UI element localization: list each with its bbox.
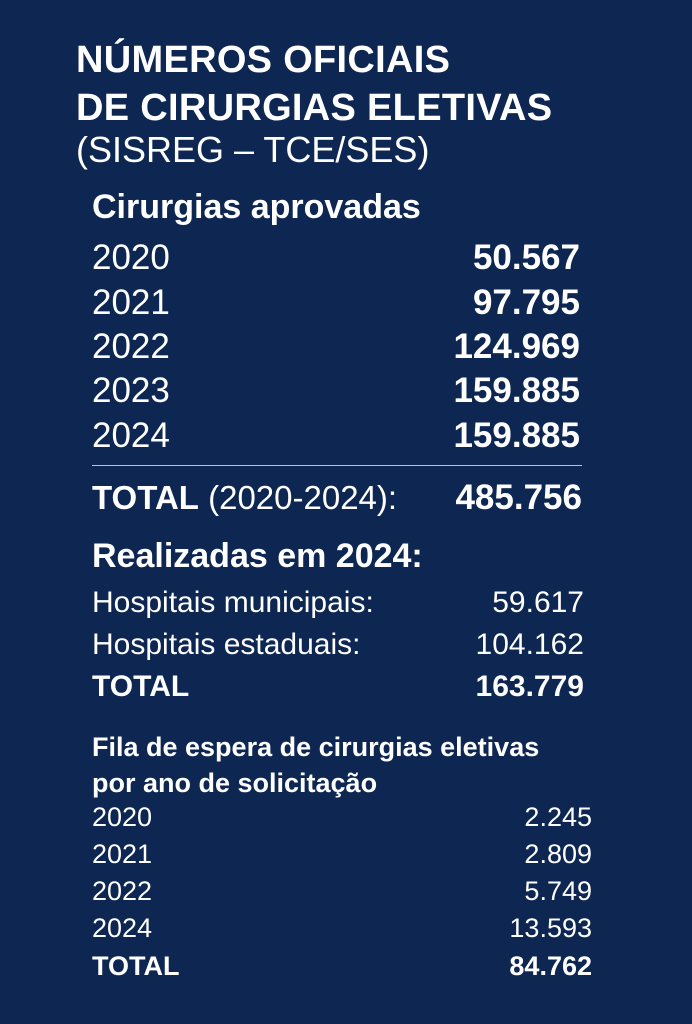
row-year: 2024 [92, 913, 153, 943]
total-label: TOTAL [92, 951, 180, 981]
row-value: 5.749 [524, 876, 592, 906]
table-row: 2020 50.567 [92, 238, 580, 278]
row-year: 2020 [92, 238, 170, 277]
row-value: 2.245 [524, 802, 592, 832]
fila-heading-line-1: Fila de espera de cirurgias eletivas [92, 732, 540, 762]
table-row: 2020 2.245 [92, 802, 592, 833]
table-row: 2021 2.809 [92, 839, 592, 870]
divider [92, 465, 582, 466]
row-year: 2021 [92, 839, 153, 869]
table-row: 2022 5.749 [92, 876, 592, 907]
table-row: Hospitais estaduais: 104.162 [92, 628, 584, 662]
table-row: 2024 159.885 [92, 416, 580, 456]
row-year: 2022 [92, 327, 170, 366]
row-year: 2020 [92, 802, 153, 832]
row-value: 13.593 [509, 913, 592, 943]
total-label: TOTAL [92, 670, 190, 703]
row-value: 2.809 [524, 839, 592, 869]
row-year: 2022 [92, 876, 153, 906]
total-period: (2020-2024): [208, 479, 398, 516]
row-year: 2021 [92, 283, 170, 322]
total-value: 84.762 [509, 951, 592, 981]
section-heading-aprovadas: Cirurgias aprovadas [92, 188, 421, 226]
row-value: 50.567 [472, 238, 580, 277]
title-line-2: DE CIRURGIAS ELETIVAS [76, 87, 553, 129]
table-row: Hospitais municipais: 59.617 [92, 586, 584, 620]
row-value: 104.162 [475, 628, 584, 661]
row-value: 159.885 [453, 416, 580, 455]
page-subtitle: (SISREG – TCE/SES) [76, 129, 430, 170]
total-value: 163.779 [475, 670, 584, 703]
section-heading-realizadas: Realizadas em 2024: [92, 537, 423, 575]
total-row-fila: TOTAL 84.762 [92, 951, 592, 982]
title-line-1: NÚMEROS OFICIAIS [76, 39, 451, 81]
table-row: 2023 159.885 [92, 371, 580, 411]
row-label: Hospitais estaduais: [92, 628, 361, 661]
table-row: 2021 97.795 [92, 283, 580, 323]
total-value: 485.756 [455, 478, 582, 517]
table-row: 2022 124.969 [92, 327, 580, 367]
row-value: 97.795 [472, 283, 580, 322]
total-word: TOTAL [92, 479, 199, 516]
section-heading-fila: Fila de espera de cirurgias eletivas por… [92, 729, 539, 801]
total-label: TOTAL (2020-2024): [92, 479, 397, 517]
page-title: NÚMEROS OFICIAIS DE CIRURGIAS ELETIVAS [76, 36, 552, 132]
row-year: 2023 [92, 371, 170, 410]
row-value: 124.969 [453, 327, 580, 366]
total-row-realizadas: TOTAL 163.779 [92, 670, 584, 704]
row-value: 159.885 [453, 371, 580, 410]
table-row: 2024 13.593 [92, 913, 592, 944]
fila-heading-line-2: por ano de solicitação [92, 768, 378, 798]
row-year: 2024 [92, 416, 170, 455]
row-value: 59.617 [492, 586, 584, 619]
total-row-aprovadas: TOTAL (2020-2024): 485.756 [92, 478, 582, 518]
row-label: Hospitais municipais: [92, 586, 374, 619]
